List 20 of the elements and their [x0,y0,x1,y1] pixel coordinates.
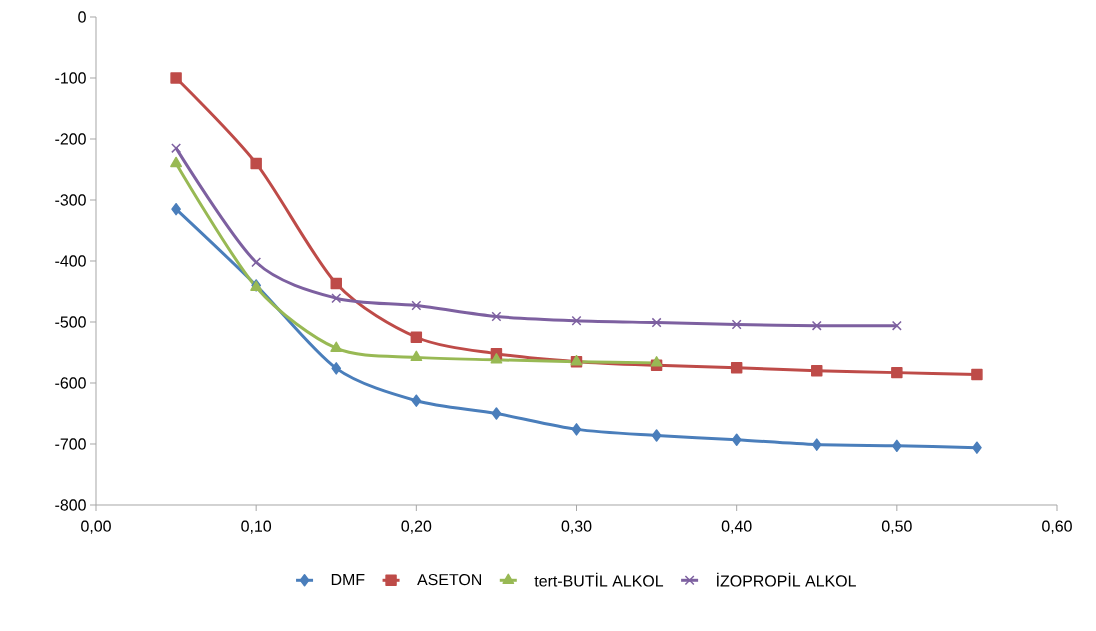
x-tick-label: 0,60 [1042,520,1072,534]
y-tick-label: -700 [55,438,86,450]
legend-label: ASETON [417,573,481,586]
y-tick-label: -600 [55,377,86,389]
y-tick-label: -800 [55,499,86,511]
y-tick-label: -300 [55,194,86,206]
x-tick-label: 0,30 [561,520,592,534]
x-tick-label: 0,40 [721,520,752,534]
x-tick-label: 0,20 [401,520,432,534]
legend-label: DMF [331,574,365,586]
y-tick-label: -100 [55,72,86,84]
y-tick-label: 0 [78,11,86,23]
x-tick-label: 0,00 [81,520,111,534]
legend-label: İZOPROPİL ALKOL [717,572,856,587]
x-tick-label: 0,50 [881,520,912,534]
y-tick-label: -200 [55,133,86,145]
legend-label: tert-BUTİL ALKOL [534,572,664,587]
y-tick-label: -400 [55,255,86,267]
y-tick-label: -500 [55,316,86,328]
x-tick-label: 0,10 [241,520,272,534]
